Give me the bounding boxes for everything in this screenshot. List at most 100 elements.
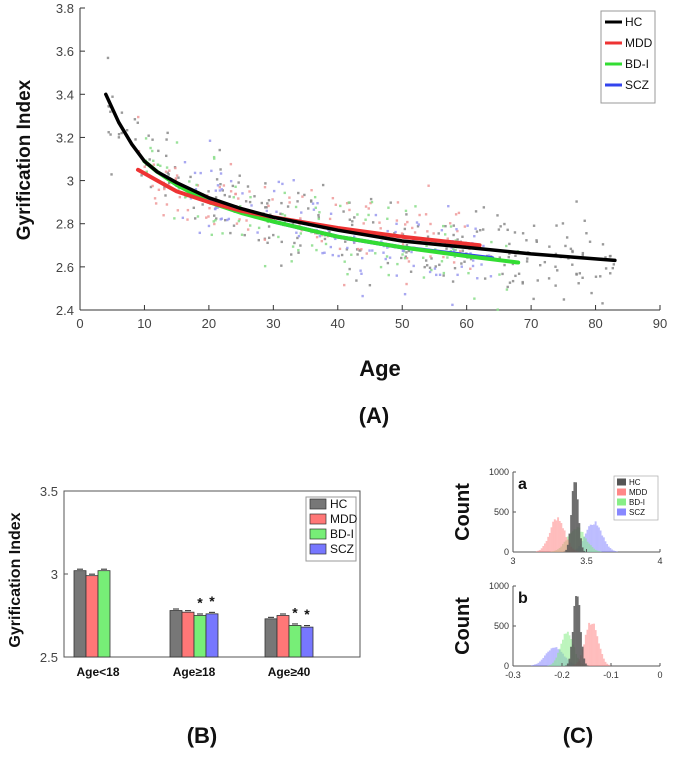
scatter-point [279,212,282,216]
scatter-point [517,272,521,275]
scatter-point [328,217,332,221]
scatter-point [496,308,499,311]
scatter-point [189,175,192,179]
scatter-point [297,251,300,254]
scatter-point [503,263,506,267]
scatter-point [514,274,517,278]
scatter-point [467,271,470,275]
scatter-point [407,249,411,253]
histogram-bin [594,521,597,552]
scatter-point [152,159,155,162]
scatter-point [475,230,479,233]
scatter-point [298,224,301,227]
subplot-x-tick-label: 4 [657,556,662,566]
scatter-point [417,223,420,226]
scatter-point [237,181,240,184]
scatter-point [406,220,409,224]
histogram-bin [607,546,610,552]
scatter-point [286,205,290,208]
scatter-point [437,232,440,235]
scatter-point [422,276,426,279]
scatter-point [297,191,300,195]
legend-label-mdd: MDD [629,488,647,497]
scatter-point [461,249,465,252]
histogram-bin [544,655,546,666]
scatter-point [189,197,193,200]
scatter-point [198,231,201,235]
scatter-point [367,207,370,210]
histogram-bin [558,648,561,666]
histogram-bin [558,520,561,552]
scatter-point [320,233,323,237]
scatter-point [536,279,539,282]
scatter-point [290,260,293,263]
scatter-point [163,187,166,191]
histogram-bin [591,547,594,552]
scatter-point [466,224,469,227]
scatter-point [425,264,429,267]
scatter-point [611,266,614,270]
scatter-point [277,180,281,184]
scatter-point [265,206,268,209]
scatter-point [246,185,250,188]
histogram-bin [583,658,586,666]
histogram-bin [589,624,592,666]
scatter-point [432,232,435,235]
scatter-point [334,203,338,206]
scatter-point [312,208,316,211]
scatter-point [521,280,524,284]
scatter-point [350,223,354,227]
scatter-point [401,243,405,246]
bar-bd-i [97,570,111,658]
histogram-bin [535,551,538,552]
scatter-point [507,255,510,259]
scatter-point [219,168,222,171]
histogram-bin [566,663,569,666]
histogram-bin [606,663,609,666]
histogram-bin [614,551,617,552]
scatter-point [218,186,221,189]
scatter-point [215,178,219,181]
significance-marker: * [292,604,298,620]
scatter-point [164,194,167,197]
scatter-point [356,253,359,256]
histogram-bin [548,532,551,552]
scatter-point [508,281,512,284]
scatter-point [575,272,578,276]
histogram-bin [578,523,581,552]
scatter-point [423,265,426,269]
scatter-point [143,165,146,169]
scatter-point [151,184,154,188]
scatter-point [334,237,337,241]
scatter-point [535,239,538,242]
histogram-bin [560,523,563,552]
scatter-point [430,268,433,272]
scatter-point [352,241,356,244]
scatter-point [337,254,340,258]
scatter-point [404,209,408,213]
histogram-bin [539,549,542,552]
scatter-point [426,235,430,238]
scatter-point [471,259,475,262]
bar-bd-i [193,615,207,658]
histogram-bin [573,605,576,666]
bar-mdd [181,611,195,658]
histogram-bin [581,531,584,552]
histogram-bin [565,537,568,552]
scatter-point [424,259,428,262]
legend-label-bd-i: BD-I [629,498,645,507]
scatter-point [186,208,190,212]
scatter-point [208,206,211,210]
panel-b-category-label: Age≥40 [268,665,311,679]
scatter-point [117,136,121,139]
histogram-bin [606,544,609,552]
legend-label-hc: HC [629,478,641,487]
scatter-point [604,267,608,270]
panel-a-legend-box [600,10,656,104]
histogram-bin [547,651,550,666]
scatter-point [418,213,421,217]
scatter-point [318,234,322,238]
scatter-point [345,202,349,205]
scatter-point [181,216,185,220]
